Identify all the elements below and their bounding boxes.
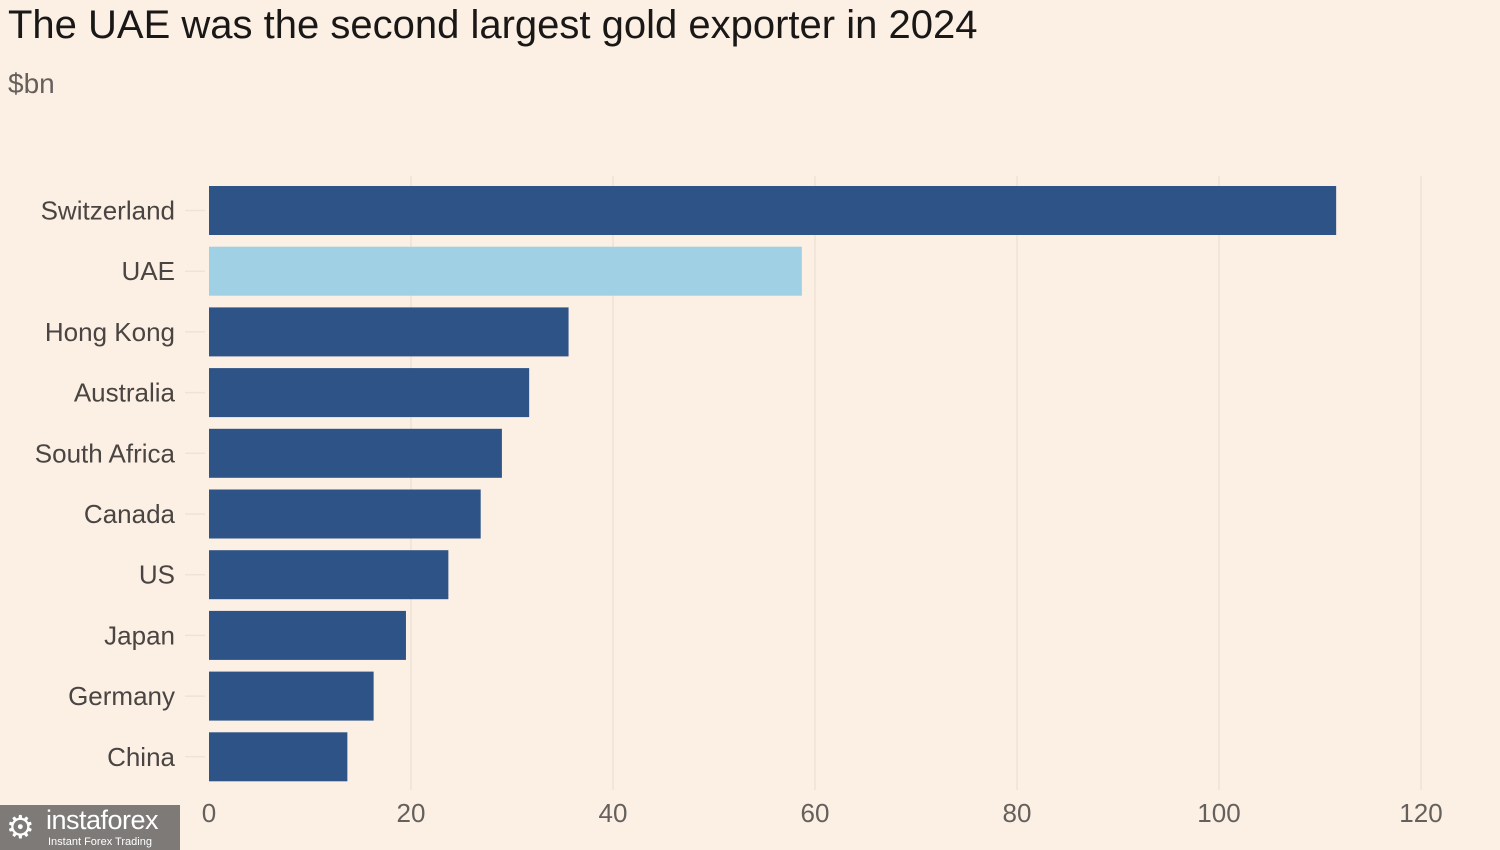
category-label: US — [139, 560, 175, 590]
logo-name: instaforex — [46, 805, 159, 835]
bar-germany — [209, 671, 374, 721]
bar-hong-kong — [209, 307, 569, 357]
category-label: China — [107, 742, 175, 772]
category-label: Canada — [84, 499, 176, 529]
x-tick-label: 60 — [801, 798, 830, 828]
x-tick-label: 120 — [1399, 798, 1442, 828]
chart-title: The UAE was the second largest gold expo… — [8, 3, 978, 47]
bar-south-africa — [209, 428, 502, 478]
category-label: Japan — [104, 620, 175, 650]
bar-switzerland — [209, 186, 1337, 235]
bar-japan — [209, 610, 406, 660]
x-tick-label: 100 — [1197, 798, 1240, 828]
bar-us — [209, 550, 449, 600]
x-tick-label: 0 — [202, 798, 216, 828]
bar-china — [209, 732, 348, 782]
instaforex-logo: ⚙ instaforex Instant Forex Trading — [0, 805, 180, 850]
category-label: Switzerland — [41, 196, 175, 226]
bar-canada — [209, 489, 481, 539]
x-tick-label: 20 — [397, 798, 426, 828]
bar-uae — [209, 246, 802, 296]
gear-logo-icon: ⚙ — [6, 809, 35, 845]
x-tick-label: 40 — [599, 798, 628, 828]
category-label: South Africa — [35, 438, 176, 468]
bar-australia — [209, 368, 530, 418]
logo-tagline: Instant Forex Trading — [48, 836, 152, 848]
chart-subtitle: $bn — [8, 68, 55, 99]
category-label: Hong Kong — [45, 317, 175, 347]
category-label: Australia — [74, 378, 176, 408]
category-label: UAE — [122, 256, 175, 286]
x-tick-label: 80 — [1003, 798, 1032, 828]
category-label: Germany — [68, 681, 175, 711]
